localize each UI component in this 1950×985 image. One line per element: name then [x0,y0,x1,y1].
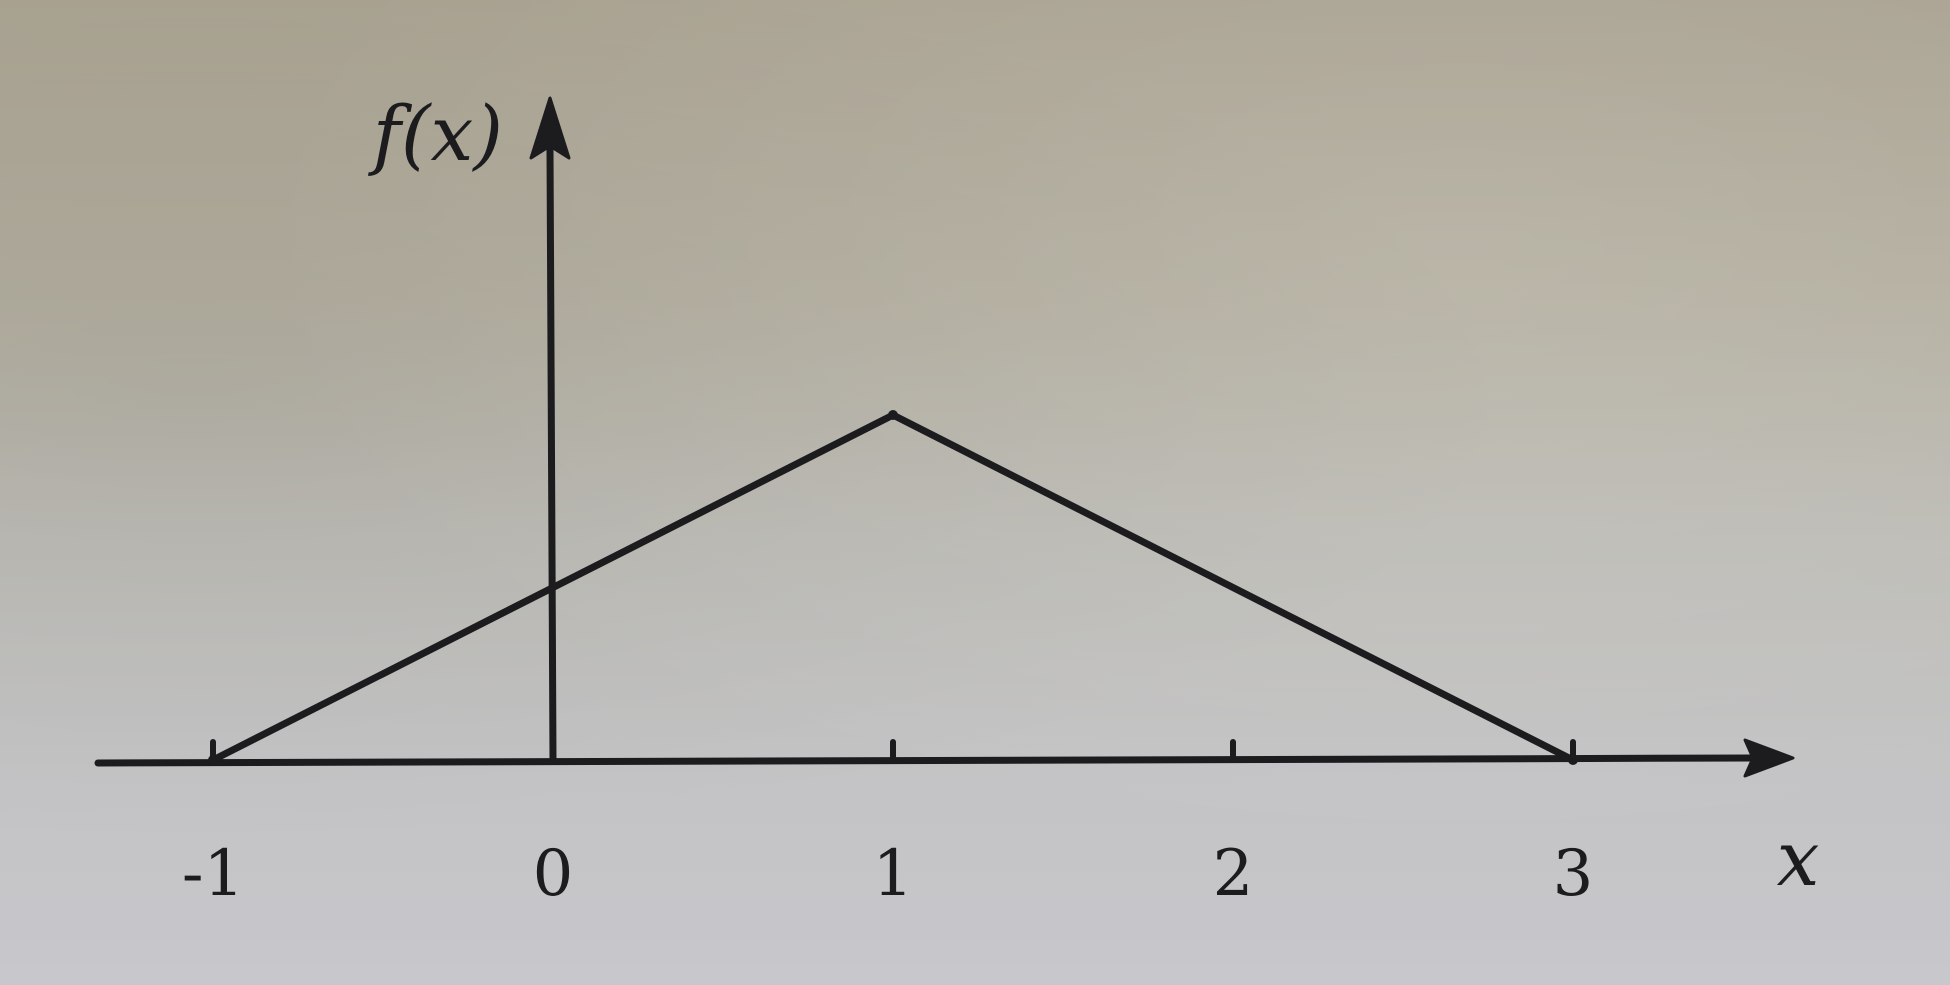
x-tick-label: -1 [182,837,244,911]
series-point [208,755,218,765]
x-axis-arrowhead [1743,738,1795,778]
series-line [209,411,1577,764]
series-point [1568,755,1578,765]
y-axis-arrowhead [529,96,571,160]
x-tick-label: 0 [533,837,574,911]
x-tick-label: 2 [1213,837,1254,911]
axes [94,96,1795,778]
x-ticks: -1 0 1 2 3 [182,739,1594,911]
x-tick-label: 1 [873,837,914,911]
y-axis-line [546,146,557,764]
x-axis-line [94,754,1757,767]
labels: f(x) x [368,89,1820,903]
series [208,410,1578,765]
y-axis-label: f(x) [368,89,503,178]
x-tick-label: 3 [1553,837,1594,911]
series-point [888,410,898,420]
x-axis-label: x [1777,814,1820,903]
